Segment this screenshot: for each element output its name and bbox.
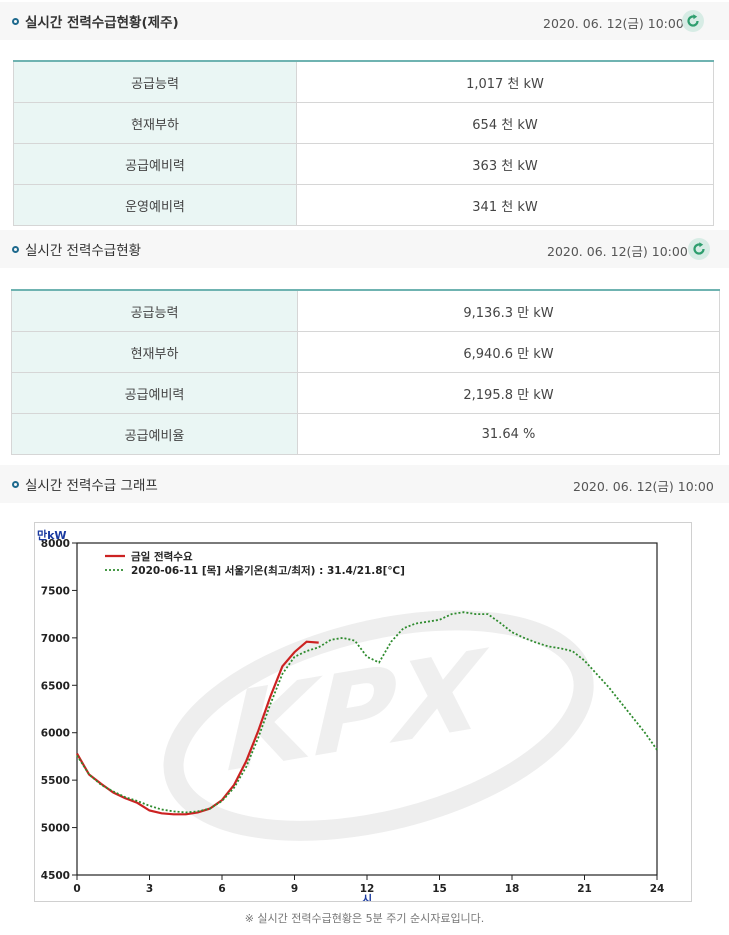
table-row: 공급예비력 2,195.8 만 kW bbox=[11, 372, 720, 414]
jeju-section-title: 실시간 전력수급현황(제주) bbox=[12, 11, 179, 31]
table-row: 공급예비력 363 천 kW bbox=[13, 143, 714, 185]
x-tick-label: 3 bbox=[146, 883, 153, 895]
row-value: 31.64 % bbox=[297, 413, 720, 455]
x-tick-label: 15 bbox=[432, 883, 447, 895]
bullet-icon bbox=[12, 480, 19, 488]
national-refresh-button[interactable] bbox=[688, 238, 710, 260]
table-row: 공급능력 9,136.3 만 kW bbox=[11, 289, 720, 332]
refresh-icon bbox=[687, 14, 699, 27]
table-row: 현재부하 6,940.6 만 kW bbox=[11, 331, 720, 373]
graph-section-title: 실시간 전력수급 그래프 bbox=[12, 474, 158, 494]
jeju-title-text: 실시간 전력수급현황(제주) bbox=[25, 15, 179, 31]
row-label: 공급예비력 bbox=[13, 143, 297, 185]
bullet-icon bbox=[12, 17, 19, 25]
row-label: 운영예비력 bbox=[13, 184, 297, 226]
x-tick-label: 24 bbox=[650, 883, 665, 895]
jeju-section-header: 실시간 전력수급현황(제주) 2020. 06. 12(금) 10:00 bbox=[0, 2, 729, 40]
row-value: 654 천 kW bbox=[296, 102, 714, 144]
y-tick-label: 4500 bbox=[41, 870, 70, 882]
table-row: 운영예비력 341 천 kW bbox=[13, 184, 714, 226]
table-row: 현재부하 654 천 kW bbox=[13, 102, 714, 144]
series-line-yesterday bbox=[76, 611, 658, 814]
x-tick-label: 0 bbox=[73, 883, 80, 895]
y-tick-label: 5500 bbox=[41, 775, 70, 787]
row-value: 6,940.6 만 kW bbox=[297, 331, 720, 373]
row-value: 341 천 kW bbox=[296, 184, 714, 226]
table-row: 공급능력 1,017 천 kW bbox=[13, 60, 714, 103]
row-value: 2,195.8 만 kW bbox=[297, 372, 720, 414]
graph-timestamp: 2020. 06. 12(금) 10:00 bbox=[573, 479, 714, 494]
footnote: ※ 실시간 전력수급현황은 5분 주기 순시자료입니다. bbox=[244, 912, 485, 925]
x-tick-label: 21 bbox=[577, 883, 592, 895]
table-row: 공급예비율 31.64 % bbox=[11, 413, 720, 455]
y-tick-label: 6000 bbox=[41, 728, 70, 740]
legend-label: 2020-06-11 [목] 서울기온(최고/최저) : 31.4/21.8[℃… bbox=[131, 564, 405, 577]
row-label: 공급예비력 bbox=[11, 372, 298, 414]
national-supply-table: 공급능력 9,136.3 만 kW 현재부하 6,940.6 만 kW 공급예비력 2… bbox=[11, 289, 720, 455]
graph-title-text: 실시간 전력수급 그래프 bbox=[25, 478, 158, 494]
y-tick-label: 8000 bbox=[41, 538, 70, 550]
x-tick-label: 6 bbox=[218, 883, 225, 895]
national-title-text: 실시간 전력수급현황 bbox=[25, 243, 142, 259]
row-label: 현재부하 bbox=[11, 331, 298, 373]
legend-label: 금일 전력수요 bbox=[131, 550, 193, 563]
series-line-today bbox=[76, 640, 319, 816]
x-tick-label: 18 bbox=[505, 883, 520, 895]
demand-chart-panel: KPX 4500 5000 5500 6000 6500 7000 7500 8000 0 3 6 9 1… bbox=[34, 522, 692, 906]
row-value: 363 천 kW bbox=[296, 143, 714, 185]
row-label: 공급능력 bbox=[13, 60, 297, 103]
y-tick-label: 7500 bbox=[41, 585, 70, 597]
y-axis-label: 만kW bbox=[37, 528, 67, 542]
bullet-icon bbox=[12, 245, 19, 253]
x-axis-label: 시 bbox=[362, 893, 372, 901]
row-value: 9,136.3 만 kW bbox=[297, 289, 720, 332]
jeju-refresh-button[interactable] bbox=[682, 10, 704, 32]
row-label: 공급능력 bbox=[11, 289, 298, 332]
jeju-supply-table: 공급능력 1,017 천 kW 현재부하 654 천 kW 공급예비력 363 천 k… bbox=[13, 60, 714, 226]
y-tick-label: 7000 bbox=[41, 633, 70, 645]
x-tick-label: 9 bbox=[291, 883, 298, 895]
watermark-swoosh bbox=[163, 610, 594, 841]
row-label: 공급예비율 bbox=[11, 413, 298, 455]
row-label: 현재부하 bbox=[13, 102, 297, 144]
y-tick-label: 5000 bbox=[41, 823, 70, 835]
x-tick-label: 12 bbox=[360, 883, 375, 895]
national-timestamp: 2020. 06. 12(금) 10:00 bbox=[547, 244, 688, 259]
national-section-title: 실시간 전력수급현황 bbox=[12, 239, 141, 259]
national-section-header: 실시간 전력수급현황 2020. 06. 12(금) 10:00 bbox=[0, 230, 729, 268]
y-tick-label: 6500 bbox=[41, 680, 70, 692]
row-value: 1,017 천 kW bbox=[296, 60, 714, 103]
graph-section-header: 실시간 전력수급 그래프 2020. 06. 12(금) 10:00 bbox=[0, 465, 729, 503]
jeju-timestamp: 2020. 06. 12(금) 10:00 bbox=[543, 16, 684, 31]
refresh-icon bbox=[693, 242, 705, 255]
